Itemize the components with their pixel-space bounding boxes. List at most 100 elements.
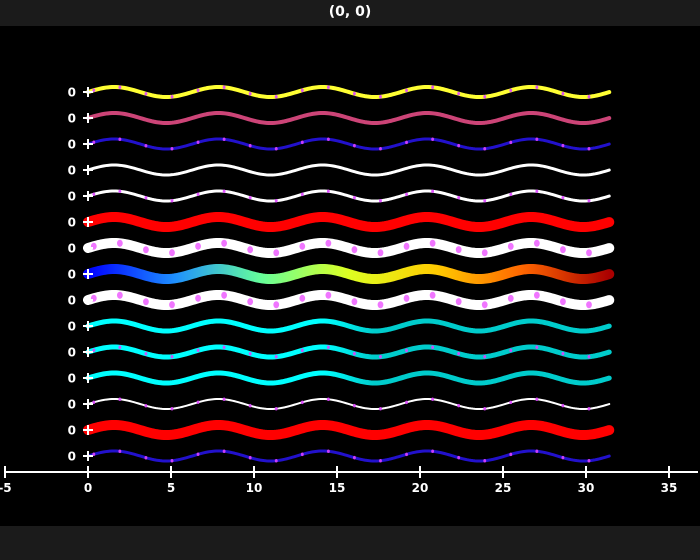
series-marker <box>170 354 174 359</box>
series-marker <box>483 198 487 203</box>
y-tick-label: 0 <box>68 398 76 412</box>
series-marker <box>587 354 591 359</box>
series-line-1[interactable] <box>86 85 612 99</box>
series-marker <box>352 91 356 96</box>
series-marker <box>92 452 96 457</box>
series-line-6[interactable] <box>83 212 615 232</box>
series-marker <box>509 140 513 145</box>
series-marker <box>587 198 591 203</box>
series-marker <box>221 291 227 299</box>
series-marker <box>195 294 201 302</box>
series-marker <box>377 249 384 257</box>
series-marker <box>326 137 330 142</box>
series-marker <box>248 403 252 408</box>
series-marker <box>431 137 435 142</box>
series-line-8[interactable] <box>83 264 615 284</box>
y-tick-label: 0 <box>68 372 76 386</box>
series-marker <box>118 449 122 454</box>
series-marker <box>587 458 591 463</box>
series-marker <box>118 85 122 90</box>
series-marker <box>457 91 461 96</box>
series-line-3[interactable] <box>86 137 611 151</box>
series-line-13[interactable] <box>87 398 611 410</box>
series-marker <box>431 345 435 350</box>
series-marker <box>300 88 304 93</box>
series-marker <box>92 348 96 353</box>
series-marker <box>247 298 254 306</box>
series-marker <box>326 85 330 90</box>
y-tick <box>83 217 93 227</box>
series-marker <box>587 146 591 151</box>
series-line-14[interactable] <box>83 420 615 440</box>
series-marker <box>222 85 226 90</box>
series-marker <box>92 400 96 405</box>
series-line-11[interactable] <box>85 344 612 360</box>
series-marker <box>144 143 148 148</box>
series-marker <box>457 143 461 148</box>
series-marker <box>535 85 539 90</box>
series-marker <box>326 449 330 454</box>
series-marker <box>169 249 175 257</box>
series-marker <box>379 458 382 463</box>
series-marker <box>169 301 175 309</box>
y-tick-label: 0 <box>68 164 76 178</box>
series-marker <box>483 354 487 359</box>
series-marker <box>483 94 487 99</box>
series-marker <box>196 140 200 145</box>
series-line-9[interactable] <box>83 290 615 310</box>
series-marker <box>535 449 539 454</box>
series-line-2[interactable] <box>86 111 612 125</box>
series-marker <box>351 246 358 254</box>
y-tick-label: 0 <box>68 242 76 256</box>
series-marker <box>405 348 408 353</box>
y-tick-label: 0 <box>68 424 76 438</box>
series-line-4[interactable] <box>86 163 611 177</box>
series-marker <box>326 189 330 194</box>
series-marker <box>274 198 278 203</box>
y-tick-label: 0 <box>68 294 76 308</box>
series-marker <box>561 403 565 408</box>
series-marker <box>300 140 304 145</box>
series-marker <box>118 397 122 402</box>
series-marker <box>325 291 332 299</box>
series-marker <box>481 249 488 257</box>
series-marker <box>247 246 254 254</box>
series-marker <box>196 348 200 353</box>
series-marker <box>248 143 252 148</box>
y-tick-label: 0 <box>68 86 76 100</box>
series-marker <box>587 94 591 99</box>
series-marker <box>352 455 356 460</box>
x-tick-label: 30 <box>578 481 595 495</box>
y-tick <box>83 87 93 97</box>
series-marker <box>170 146 174 151</box>
series-marker <box>274 94 278 99</box>
y-tick-label: 0 <box>68 450 76 464</box>
x-tick-label: 5 <box>167 481 175 495</box>
series-marker <box>196 192 200 197</box>
series-line-15[interactable] <box>86 449 611 463</box>
y-tick-layer: 0 0 0 0 0 0 0 0 0 0 0 0 0 0 0 <box>68 86 93 464</box>
series-marker <box>535 345 539 350</box>
series-marker <box>116 239 123 247</box>
series-marker <box>196 88 200 93</box>
series-line-7[interactable] <box>83 238 615 258</box>
series-marker <box>561 91 565 96</box>
series-marker <box>326 397 330 402</box>
series-marker <box>144 195 148 200</box>
series-marker <box>377 301 384 309</box>
series-marker <box>509 192 513 197</box>
window-title: (0, 0) <box>328 4 372 20</box>
series-marker <box>509 88 513 93</box>
series-line-5[interactable] <box>86 189 611 203</box>
series-line-10[interactable] <box>85 318 612 334</box>
series-marker <box>143 246 149 254</box>
x-tick-label: 20 <box>412 481 429 495</box>
series-line-12[interactable] <box>85 370 612 386</box>
series-marker <box>431 85 435 90</box>
chart-canvas[interactable]: 0 0 0 0 0 0 0 0 0 0 0 0 0 0 0 -5 0 5 10 15 20 25 30 35 <box>0 26 700 526</box>
series-marker <box>170 458 174 463</box>
y-tick <box>83 165 93 175</box>
series-marker <box>405 452 408 457</box>
series-marker <box>431 449 435 454</box>
